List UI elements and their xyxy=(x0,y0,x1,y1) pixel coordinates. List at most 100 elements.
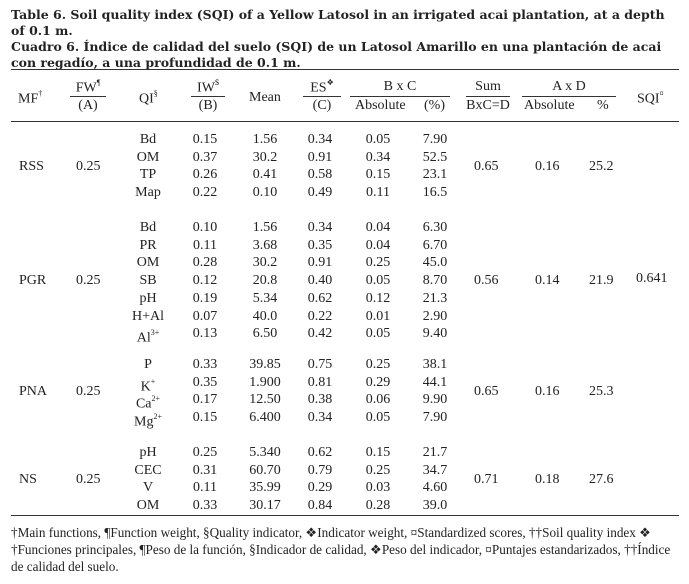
table-cell-iw: 0.07 xyxy=(192,308,218,324)
table-cell-pct: 2.90 xyxy=(422,308,448,324)
table-cell-es: 0.38 xyxy=(307,392,333,408)
header-axd-underline xyxy=(522,96,616,97)
group-pct-value: 25.2 xyxy=(589,158,614,174)
table-cell-iw: 0.11 xyxy=(193,237,217,253)
table-cell-mean: 5.340 xyxy=(249,445,281,460)
group-sum-value: 0.65 xyxy=(474,383,499,399)
table-cell-qi: Bd xyxy=(140,219,156,236)
qi-label: Mg xyxy=(134,414,154,430)
header-sum: Sum xyxy=(475,79,501,94)
table-cell-qi: pH xyxy=(139,290,156,307)
qi-charge-superscript: 2+ xyxy=(153,412,162,422)
table-cell-iw: 0.19 xyxy=(192,290,218,306)
table-cell-pct: 44.1 xyxy=(422,374,448,390)
table-cell-iw: 0.11 xyxy=(193,480,217,496)
table-cell-pct: 4.60 xyxy=(422,480,448,496)
table-cell-bxc: 0.05 xyxy=(365,410,391,426)
table-cell-es: 0.81 xyxy=(307,374,333,390)
header-bxc: B x C xyxy=(383,79,417,94)
table-cell-es: 0.29 xyxy=(307,480,333,496)
table-cell-mean: 30.17 xyxy=(249,498,281,514)
group-mf-label: PGR xyxy=(19,273,47,289)
table-cell-bxc: 0.29 xyxy=(365,374,391,390)
table-cell-qi: pH xyxy=(139,444,156,461)
table-cell-es: 0.34 xyxy=(307,132,333,147)
table-cell-qi: V xyxy=(143,479,153,496)
table-cell-pct: 21.7 xyxy=(422,445,448,460)
header-iw-underline xyxy=(191,96,225,97)
table-cell-qi: Al3+ xyxy=(137,325,160,347)
header-sqi: SQI¤ xyxy=(637,89,664,107)
header-bxc-underline xyxy=(350,96,450,97)
group-pct-value: 27.6 xyxy=(589,471,614,487)
table-cell-iw: 0.28 xyxy=(192,255,218,271)
table-cell-qi: Map xyxy=(135,184,161,201)
qi-label: OM xyxy=(136,255,160,271)
table-cell-mean: 30.2 xyxy=(252,255,278,271)
table-cell-mean: 0.41 xyxy=(252,167,278,183)
table-cell-pct: 52.5 xyxy=(422,149,448,165)
table-cell-qi: OM xyxy=(137,497,160,514)
table-cell-mean: 39.85 xyxy=(249,357,281,372)
table-cell-es: 0.58 xyxy=(307,167,333,183)
table-cell-iw: 0.25 xyxy=(192,445,218,460)
qi-label: CEC xyxy=(134,462,162,478)
table-cell-bxc: 0.15 xyxy=(365,445,391,460)
table-cell-qi: Mg2+ xyxy=(134,409,162,431)
table-cell-mean: 1.56 xyxy=(252,220,278,235)
table-cell-iw: 0.12 xyxy=(192,273,218,289)
table-cell-es: 0.42 xyxy=(307,326,333,342)
table-cell-qi: TP xyxy=(140,166,156,183)
qi-label: PR xyxy=(139,237,157,253)
table-cell-mean: 30.2 xyxy=(252,149,278,165)
group-fw-value: 0.25 xyxy=(76,383,101,399)
sqi-value: 0.641 xyxy=(636,271,668,286)
table-cell-es: 0.40 xyxy=(307,273,333,289)
table-cell-iw: 0.35 xyxy=(192,374,218,390)
footnote-english: †Main functions, ¶Function weight, §Qual… xyxy=(11,525,651,540)
title-english: Table 6. Soil quality index (SQI) of a Y… xyxy=(11,7,665,38)
group-abs-value: 0.16 xyxy=(535,383,560,399)
table-cell-mean: 1.56 xyxy=(252,132,278,147)
qi-label: Map xyxy=(135,185,161,201)
table-cell-qi: K+ xyxy=(141,374,156,396)
header-es-sub: (C) xyxy=(312,98,332,113)
qi-label: Ca xyxy=(135,397,152,413)
table-cell-mean: 35.99 xyxy=(249,480,281,496)
table-cell-bxc: 0.04 xyxy=(365,220,391,235)
qi-label: Bd xyxy=(139,132,157,147)
table-cell-pct: 16.5 xyxy=(422,185,448,201)
header-pct-1: (%) xyxy=(424,98,445,113)
table-cell-es: 0.35 xyxy=(307,237,333,253)
table-cell-bxc: 0.05 xyxy=(365,132,391,147)
table-cell-bxc: 0.11 xyxy=(366,185,390,201)
table-cell-es: 0.34 xyxy=(307,410,333,426)
table-cell-es: 0.22 xyxy=(307,308,333,324)
table-cell-qi: SB xyxy=(139,272,156,289)
table-cell-bxc: 0.25 xyxy=(365,255,391,271)
header-mf: MF† xyxy=(18,89,43,107)
table-cell-es: 0.75 xyxy=(307,357,333,372)
table-cell-bxc: 0.03 xyxy=(365,480,391,496)
table-cell-es: 0.34 xyxy=(307,220,333,235)
table-cell-es: 0.91 xyxy=(307,149,333,165)
title-spanish: Cuadro 6. Índice de calidad del suelo (S… xyxy=(11,39,662,70)
table-cell-pct: 38.1 xyxy=(422,357,448,372)
group-abs-value: 0.14 xyxy=(535,273,560,289)
table-cell-mean: 0.10 xyxy=(252,185,278,201)
table-cell-qi: CEC xyxy=(134,462,161,479)
table-cell-mean: 6.400 xyxy=(249,410,281,426)
header-es-underline xyxy=(303,96,341,97)
group-fw-value: 0.25 xyxy=(76,158,101,174)
table-cell-pct: 7.90 xyxy=(422,410,448,426)
table-cell-qi: OM xyxy=(137,149,160,166)
qi-label: Al xyxy=(136,330,151,346)
header-qi: QI§ xyxy=(139,89,158,107)
header-pct-2: % xyxy=(597,98,609,113)
qi-label: Bd xyxy=(139,220,157,235)
table-cell-pct: 45.0 xyxy=(422,255,448,271)
header-iw: IW$ xyxy=(197,78,219,96)
header-fw-underline xyxy=(70,96,106,97)
group-abs-value: 0.18 xyxy=(535,471,560,487)
